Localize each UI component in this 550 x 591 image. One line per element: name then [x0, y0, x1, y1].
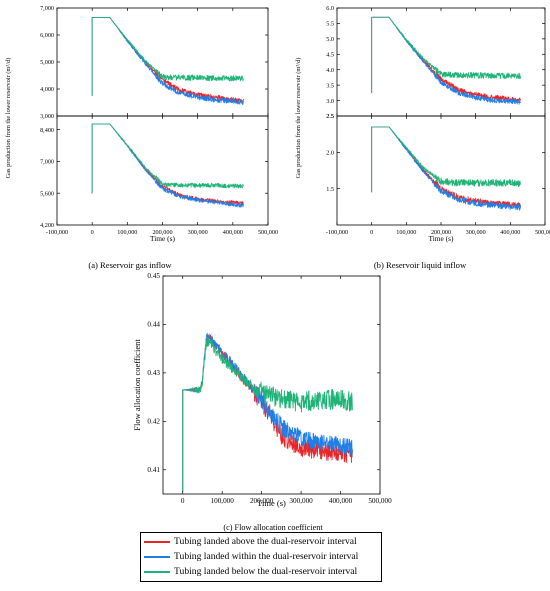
- y-tick-label: 5,000: [40, 59, 54, 66]
- series-line-above: [371, 16, 522, 103]
- y-tick-label: 0.44: [147, 321, 160, 329]
- legend-item-above: Tubing landed above the dual-reservoir i…: [141, 534, 381, 549]
- x-tick-label: 300,000: [188, 229, 208, 236]
- series-line-within: [371, 126, 522, 211]
- legend-item-within: Tubing landed within the dual-reservoir …: [141, 549, 381, 564]
- series-line-within: [371, 16, 522, 105]
- chart-b: 2.53.03.54.04.55.05.56.01.52.02.5-100,00…: [295, 5, 550, 270]
- y-tick-label: 0.41: [147, 466, 160, 474]
- y-tick-label: 0.42: [147, 418, 160, 426]
- y-tick-label: 5.0: [326, 36, 334, 43]
- legend-label-within: Tubing landed within the dual-reservoir …: [174, 551, 359, 562]
- y-tick-label: 1.5: [326, 186, 334, 193]
- y-tick-label: 2.5: [326, 113, 334, 120]
- panel-series: [91, 17, 244, 105]
- x-tick-label: -100,000: [46, 229, 68, 236]
- series-line-below: [91, 123, 244, 194]
- x-tick-label: 100,000: [211, 497, 235, 505]
- x-tick-label: 400,000: [223, 229, 243, 236]
- legend-swatch-above: [144, 541, 170, 543]
- y-tick-label: 5.5: [326, 21, 334, 28]
- legend-item-below: Tubing landed below the dual-reservoir i…: [141, 564, 381, 579]
- series-line-below: [371, 126, 522, 193]
- series-line-above: [371, 126, 522, 209]
- series-line-within: [91, 17, 244, 105]
- x-tick-label: 200,000: [250, 497, 274, 505]
- series-line-above: [91, 17, 244, 104]
- plot-frame: [162, 275, 381, 495]
- panel-b-0: 2.5 3.0 3.5 4.0 4.5 5.0 5.5 6.0: [326, 5, 546, 120]
- x-tick-label: 200,000: [152, 229, 172, 236]
- chart-legend: Tubing landed above the dual-reservoir i…: [140, 532, 382, 582]
- y-tick-label: 4.5: [326, 51, 334, 58]
- x-tick-label: 100,000: [117, 229, 137, 236]
- x-tick-label: 500,000: [368, 497, 392, 505]
- y-tick-label: 3.0: [326, 98, 334, 105]
- legend-label-above: Tubing landed above the dual-reservoir i…: [174, 536, 357, 547]
- x-tick-label: 0: [181, 497, 185, 505]
- y-axis-label: Gas production from the lower reservoir …: [5, 58, 12, 179]
- series-line-below: [371, 16, 522, 93]
- y-axis-label: Gas production from the lower reservoir …: [295, 58, 302, 179]
- y-tick-label: 3.5: [326, 82, 334, 89]
- y-tick-label: 7,000: [40, 159, 54, 166]
- y-tick-label: 2.5: [326, 113, 334, 120]
- chart-caption: (c) Flow allocation coefficient: [223, 523, 323, 532]
- panel-series: [371, 126, 522, 211]
- y-tick-label: 6,000: [40, 32, 54, 39]
- y-tick-label: 6.0: [326, 5, 334, 12]
- x-tick-label: 100,000: [396, 229, 416, 236]
- y-tick-label: 5,600: [40, 190, 54, 197]
- chart-c: 0.41 0.42 0.43 0.44 0.45 0 100,000 200,000 300,0…: [132, 272, 392, 532]
- series-line-below: [182, 336, 353, 492]
- chart-caption: (b) Reservoir liquid inflow: [374, 260, 467, 270]
- legend-label-below: Tubing landed below the dual-reservoir i…: [174, 566, 358, 577]
- series-line-below: [91, 17, 244, 96]
- y-axis-label: Flow allocation coefficient: [132, 339, 142, 431]
- legend-swatch-within: [144, 556, 170, 558]
- series-line-within: [182, 332, 353, 492]
- panel-a-0: 3,000 4,000 5,000 6,000 7,000: [40, 5, 269, 120]
- x-tick-label: 300,000: [466, 229, 486, 236]
- y-tick-label: 0.43: [147, 369, 160, 377]
- x-tick-label: 0: [91, 229, 94, 236]
- x-tick-label: 400,000: [329, 497, 353, 505]
- x-tick-label: 500,000: [535, 229, 550, 236]
- x-axis-label: Time (s): [150, 234, 176, 243]
- series-line-within: [91, 123, 244, 208]
- y-tick-label: 4,200: [40, 222, 54, 229]
- y-tick-label: 4,000: [40, 86, 54, 93]
- y-tick-label: 2.0: [326, 150, 334, 157]
- y-tick-label: 0.45: [147, 272, 160, 280]
- legend-swatch-below: [144, 571, 170, 573]
- x-tick-label: -100,000: [326, 229, 348, 236]
- y-tick-label: 8,400: [40, 127, 54, 134]
- y-tick-label: 4.0: [326, 67, 334, 74]
- panel-series: [182, 332, 353, 492]
- panel-series: [91, 123, 244, 208]
- chart-a: 3,000 4,000 5,000 6,000 7,000 4,200 5,600 7,000…: [5, 5, 278, 270]
- panel-c-0: 0.41 0.42 0.43 0.44 0.45: [147, 272, 381, 495]
- x-tick-label: 500,000: [258, 229, 278, 236]
- chart-caption: (a) Reservoir gas inflow: [88, 260, 172, 270]
- x-tick-label: 400,000: [500, 229, 520, 236]
- x-tick-label: 0: [370, 229, 373, 236]
- y-tick-label: 7,000: [40, 5, 54, 12]
- panel-a-1: 4,200 5,600 7,000 8,400: [40, 115, 269, 229]
- panel-b-1: 1.5 2.0 2.5: [326, 113, 546, 226]
- x-tick-label: 300,000: [289, 497, 313, 505]
- panel-series: [371, 16, 522, 105]
- x-tick-label: 200,000: [431, 229, 451, 236]
- x-axis-label: Time (s): [429, 234, 455, 243]
- plot-frame: [56, 115, 269, 226]
- x-axis-label: Time (s): [257, 498, 286, 508]
- y-tick-label: 3,000: [40, 113, 54, 120]
